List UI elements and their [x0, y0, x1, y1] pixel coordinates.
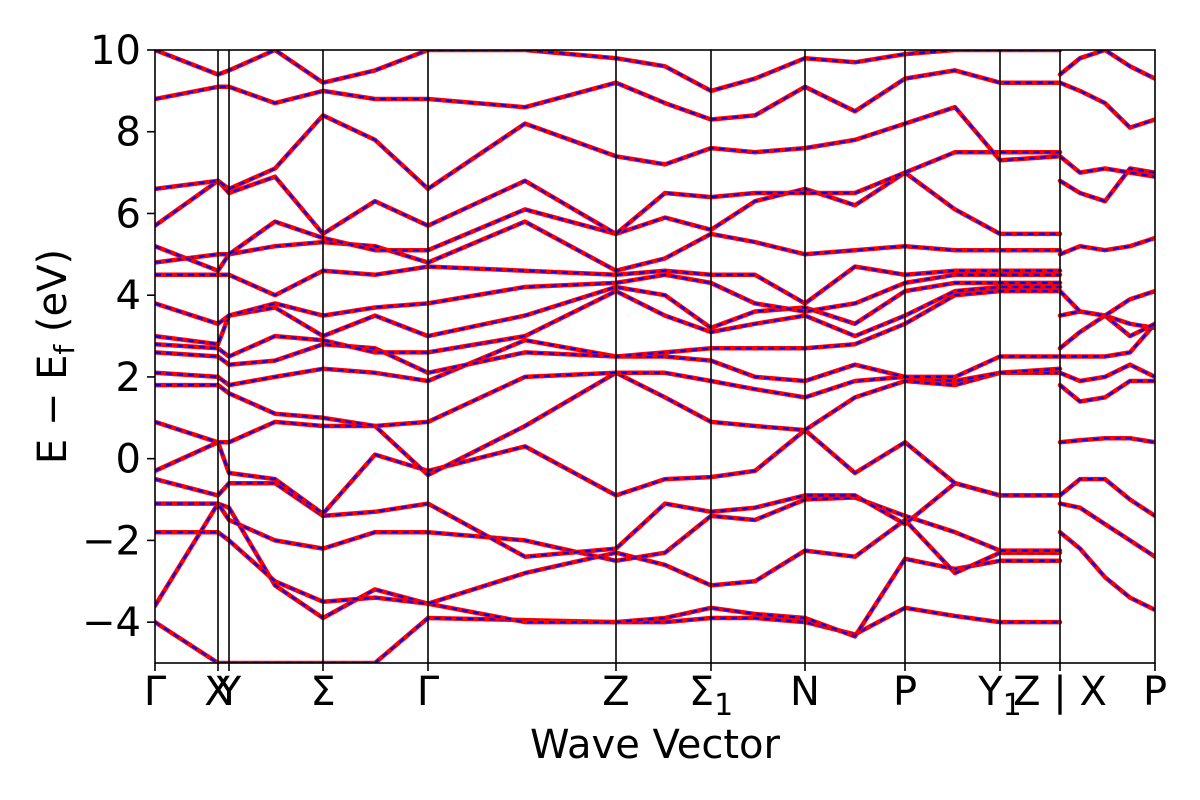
band-4-dft [155, 476, 1063, 559]
band-30-wannier [1059, 236, 1155, 256]
kpoint-label-6: Σ1 [689, 669, 733, 723]
kpoint-label-8: P [893, 669, 917, 715]
band-29-wannier [1059, 290, 1155, 317]
band-30-dft [1057, 235, 1155, 257]
band-22-wannier [1059, 478, 1155, 517]
band-33-wannier [1059, 81, 1155, 129]
kpoint-label-5: Z [602, 669, 629, 715]
band-0-wannier [155, 606, 1060, 663]
band-9-dft [155, 288, 1063, 376]
y-tick-label-1: −2 [82, 518, 141, 564]
y-axis-ticks: −4 −2 0 2 4 6 8 10 [82, 28, 155, 646]
band-5-wannier [155, 429, 1060, 515]
band-23-wannier [1059, 437, 1155, 444]
band-25-wannier [1059, 363, 1155, 383]
band-21-wannier [1059, 502, 1155, 558]
band-19-wannier [155, 50, 1060, 93]
band-5-dft [155, 427, 1063, 517]
band-10-dft [155, 284, 1063, 359]
band-31-wannier [1059, 167, 1155, 203]
y-tick-label-4: 4 [116, 273, 141, 319]
y-axis-label-subscript: f [48, 344, 81, 355]
band-16-wannier [155, 151, 1060, 235]
kpoint-label-9: Y1 [977, 669, 1022, 723]
band-12-wannier [155, 273, 1060, 325]
kpoint-lines-layer [217, 50, 1061, 663]
band-0-dft [155, 605, 1063, 663]
band-15-wannier [155, 171, 1060, 272]
y-tick-label-7: 10 [90, 28, 141, 74]
kpoint-label-10: Z | X [1013, 669, 1107, 715]
band-20-dft [1057, 529, 1155, 613]
band-10-wannier [155, 285, 1060, 358]
band-17-wannier [155, 106, 1061, 190]
kpoint-label-0: Γ [144, 669, 167, 715]
y-axis-label-unit: (eV) [30, 249, 76, 345]
band-14-wannier [155, 220, 1060, 272]
kpoint-label-7: N [790, 669, 820, 715]
band-2-wannier [155, 518, 1060, 605]
y-axis-label: E − Ef (eV) [30, 249, 81, 464]
band-34-dft [1057, 50, 1155, 81]
band-21-dft [1057, 501, 1155, 559]
band-16-dft [155, 149, 1063, 237]
bands-layer [155, 50, 1155, 663]
kpoint-label-2: Y [216, 669, 242, 715]
band-18-dft [155, 68, 1063, 122]
band-1-wannier [155, 502, 1060, 638]
kpoint-label-4: Γ [417, 669, 440, 715]
band-32-dft [1057, 154, 1155, 179]
y-axis-label-main: E − E [30, 355, 76, 465]
y-tick-label-0: −4 [82, 600, 141, 646]
kpoint-label-3: Σ [310, 669, 335, 715]
y-tick-label-6: 8 [116, 110, 141, 156]
band-22-dft [1057, 476, 1155, 519]
band-11-wannier [155, 281, 1060, 346]
band-24-wannier [1059, 379, 1155, 403]
band-34-wannier [1059, 50, 1155, 80]
y-tick-label-2: 0 [116, 437, 141, 483]
plot-frame [154, 49, 1156, 664]
band-17-dft [155, 104, 1063, 192]
band-24-dft [1057, 378, 1155, 404]
band-3-wannier [155, 496, 1060, 562]
band-6-wannier [155, 371, 1060, 477]
kpoint-label-11: P [1143, 669, 1167, 715]
band-18-wannier [155, 69, 1060, 121]
band-26-wannier [1060, 323, 1155, 358]
y-tick-label-3: 2 [116, 355, 141, 401]
y-tick-label-5: 6 [116, 191, 141, 237]
band-9-wannier [155, 290, 1060, 374]
band-13-wannier [155, 265, 1060, 305]
x-axis-label: Wave Vector [530, 722, 781, 768]
kpoint-label-1: X [204, 669, 231, 715]
